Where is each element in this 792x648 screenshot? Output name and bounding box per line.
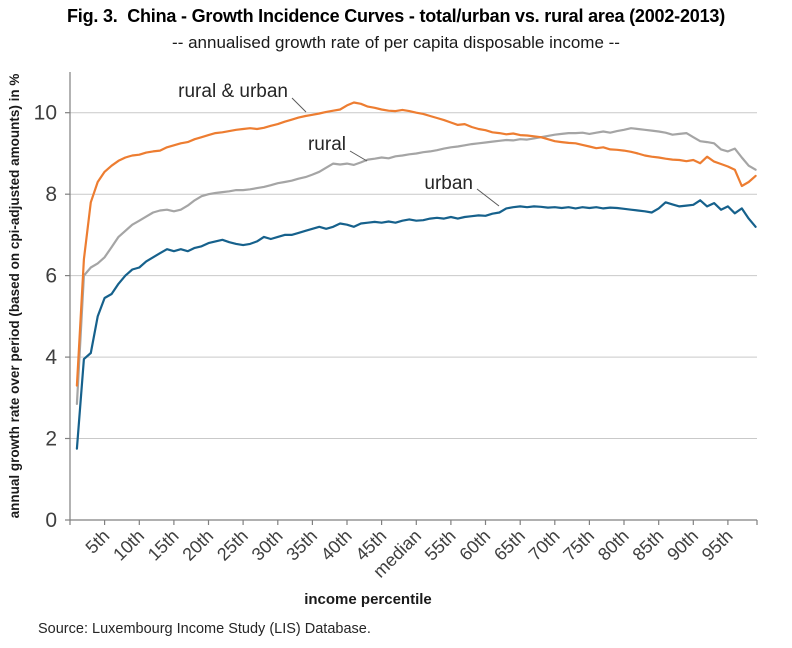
- y-axis-title: annual growth rate over period (based on…: [7, 74, 22, 519]
- series-line-rural: [75, 127, 757, 405]
- x-tick-label: 5th: [82, 526, 114, 558]
- annotation-leader-line: [349, 150, 368, 162]
- x-tick-label: 85th: [629, 526, 668, 565]
- series-label: rural: [308, 134, 346, 155]
- series-annotations: rural & urban rural urban: [178, 81, 500, 207]
- x-tick-label: 70th: [525, 526, 564, 565]
- x-tick-labels: 5th10th15th20th25th30th35th40th45thmedia…: [82, 526, 737, 582]
- x-axis-title: income percentile: [304, 591, 432, 608]
- y-tick-label: 8: [45, 183, 57, 206]
- figure-subtitle: -- annualised growth rate of per capita …: [172, 33, 620, 52]
- series-line-urban: [75, 199, 757, 450]
- y-tick-label: 2: [45, 428, 57, 451]
- x-tick-label: 15th: [144, 526, 183, 565]
- x-tick-label: 90th: [663, 526, 702, 565]
- series-label: rural & urban: [178, 81, 288, 102]
- y-tick-label: 10: [34, 102, 57, 125]
- x-tick-label: 10th: [109, 526, 148, 565]
- gridlines: [70, 112, 757, 439]
- x-tick-label: 40th: [317, 526, 356, 565]
- x-tick-label: 55th: [421, 526, 460, 565]
- series-line-rural-and-urban: [75, 101, 757, 387]
- y-tick-label: 0: [45, 509, 57, 532]
- series-label: urban: [424, 173, 473, 194]
- x-tick-label: 80th: [594, 526, 633, 565]
- x-tick-label: 20th: [178, 526, 217, 565]
- source-note: Source: Luxembourg Income Study (LIS) Da…: [38, 621, 371, 637]
- annotation-leader-line: [476, 188, 500, 207]
- x-tick-label: 30th: [248, 526, 287, 565]
- axes: [65, 72, 758, 525]
- figure-title: Fig. 3. China - Growth Incidence Curves …: [66, 6, 725, 26]
- y-tick-label: 4: [45, 346, 57, 369]
- x-tick-label: 65th: [490, 526, 529, 565]
- x-tick-label: 95th: [698, 526, 737, 565]
- annotation-leader-line: [291, 97, 307, 113]
- x-tick-label: 75th: [559, 526, 598, 565]
- x-tick-label: 25th: [213, 526, 252, 565]
- y-tick-label: 6: [45, 265, 57, 288]
- x-tick-label: 60th: [455, 526, 494, 565]
- y-tick-labels: 0 2 4 6 8 10: [34, 102, 58, 532]
- x-tick-label: 35th: [282, 526, 321, 565]
- series-lines: [75, 101, 757, 450]
